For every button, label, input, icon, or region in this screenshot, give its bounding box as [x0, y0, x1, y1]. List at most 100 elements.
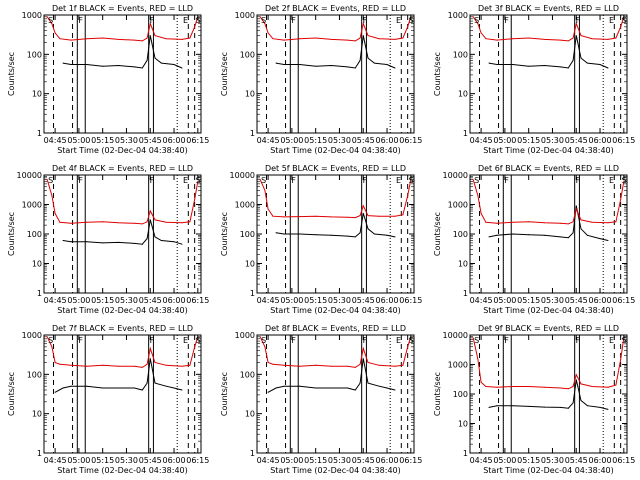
y-tick-label: 1 — [37, 129, 42, 138]
x-axis-label: Start Time (02-Dec-04 04:38:40) — [483, 146, 614, 155]
data-point-lld — [264, 23, 266, 25]
x-tick-label: 05:45 — [352, 296, 375, 305]
data-point-lld — [194, 26, 196, 28]
y-tick-label: 10 — [458, 90, 468, 99]
data-point-lld — [354, 217, 356, 219]
data-point-lld — [189, 37, 191, 39]
data-point-lld — [149, 210, 151, 212]
data-point-events — [141, 243, 143, 245]
data-point-lld — [485, 221, 487, 223]
series-line-events — [62, 219, 183, 245]
x-tick-label: 05:45 — [139, 456, 162, 465]
data-point-events — [133, 242, 135, 244]
marker-letter: E — [609, 176, 614, 185]
data-point-events — [118, 241, 120, 243]
data-point-lld — [267, 361, 269, 363]
x-tick-label: 05:45 — [565, 136, 588, 145]
data-point-events — [488, 406, 490, 408]
data-point-events — [386, 387, 388, 389]
data-point-events — [173, 387, 175, 389]
data-point-lld — [394, 38, 396, 40]
y-tick-label: 1000 — [448, 201, 468, 210]
panel-title: Det 5f BLACK = Events, RED = LLD — [265, 164, 406, 173]
data-point-events — [362, 358, 364, 360]
data-point-lld — [267, 208, 269, 210]
data-point-lld — [559, 387, 561, 389]
data-point-events — [394, 67, 396, 69]
marker-letter: S — [474, 176, 479, 185]
data-point-events — [331, 65, 333, 67]
data-point-lld — [485, 385, 487, 387]
y-tick-label: 10 — [458, 420, 468, 429]
y-tick-label: 1 — [37, 289, 42, 298]
y-tick-label: 1000 — [22, 201, 42, 210]
data-point-lld — [559, 222, 561, 224]
data-point-events — [346, 66, 348, 68]
x-tick-label: 04:45 — [470, 296, 493, 305]
data-point-lld — [362, 205, 364, 207]
data-point-events — [102, 387, 104, 389]
data-point-lld — [367, 215, 369, 217]
data-point-lld — [567, 223, 569, 225]
marker-letter: S — [48, 336, 53, 345]
y-tick-label: 100 — [453, 50, 468, 59]
marker-letter: S — [48, 176, 53, 185]
y-tick-label: 1 — [463, 289, 468, 298]
x-axis-label: Start Time (02-Dec-04 04:38:40) — [57, 146, 188, 155]
series-line-events — [488, 35, 609, 69]
data-point-events — [367, 57, 369, 59]
data-point-events — [373, 62, 375, 64]
data-point-events — [586, 405, 588, 407]
marker-letter: S — [48, 16, 53, 25]
data-point-events — [607, 408, 609, 410]
y-tick-label: 10 — [245, 260, 255, 269]
marker-letter: F — [576, 16, 581, 25]
data-point-lld — [607, 386, 609, 388]
data-point-lld — [480, 212, 482, 214]
data-point-events — [141, 389, 143, 391]
data-point-lld — [512, 38, 514, 40]
x-tick-label: 04:45 — [257, 296, 280, 305]
data-point-lld — [70, 364, 72, 366]
data-point-lld — [86, 38, 88, 40]
x-axis-label: Start Time (02-Dec-04 04:38:40) — [270, 306, 401, 315]
data-point-lld — [59, 38, 61, 40]
data-point-lld — [283, 216, 285, 218]
x-tick-label: 04:45 — [44, 296, 67, 305]
x-tick-label: 06:15 — [186, 456, 209, 465]
detector-panel-4: 1 10 100 1000 10000 04:45 05:00 05:15 05:30 05:45… — [7, 164, 209, 315]
x-tick-label: 05:00 — [67, 456, 90, 465]
x-tick-label: 05:45 — [139, 136, 162, 145]
data-point-lld — [54, 361, 56, 363]
marker-letter: F — [576, 176, 581, 185]
data-point-lld — [620, 26, 622, 28]
x-tick-label: 05:00 — [67, 296, 90, 305]
data-point-events — [544, 234, 546, 236]
marker-letter: F — [291, 336, 296, 345]
data-point-lld — [512, 221, 514, 223]
x-tick-label: 04:45 — [470, 456, 493, 465]
data-point-events — [149, 358, 151, 360]
y-tick-label: 10000 — [17, 171, 42, 180]
data-point-events — [512, 64, 514, 66]
marker-letter: S — [409, 16, 414, 25]
x-tick-label: 05:30 — [115, 456, 138, 465]
data-point-lld — [580, 383, 582, 385]
data-point-events — [149, 219, 151, 221]
data-point-events — [544, 406, 546, 408]
x-tick-label: 05:15 — [517, 296, 540, 305]
data-point-events — [141, 67, 143, 69]
plot-frame — [469, 334, 628, 454]
data-point-lld — [477, 195, 479, 197]
y-tick-label: 10 — [458, 260, 468, 269]
y-axis-label: Counts/sec — [7, 212, 16, 256]
data-point-events — [599, 406, 601, 408]
data-point-lld — [359, 215, 361, 217]
y-tick-label: 100 — [453, 390, 468, 399]
marker-letter: S — [196, 336, 201, 345]
data-point-events — [496, 234, 498, 236]
data-point-lld — [620, 358, 622, 360]
detector-panel-7: 1 10 100 1000 04:45 05:00 05:15 05:30 05:45 06:00… — [7, 324, 209, 475]
x-tick-label: 06:15 — [399, 136, 422, 145]
